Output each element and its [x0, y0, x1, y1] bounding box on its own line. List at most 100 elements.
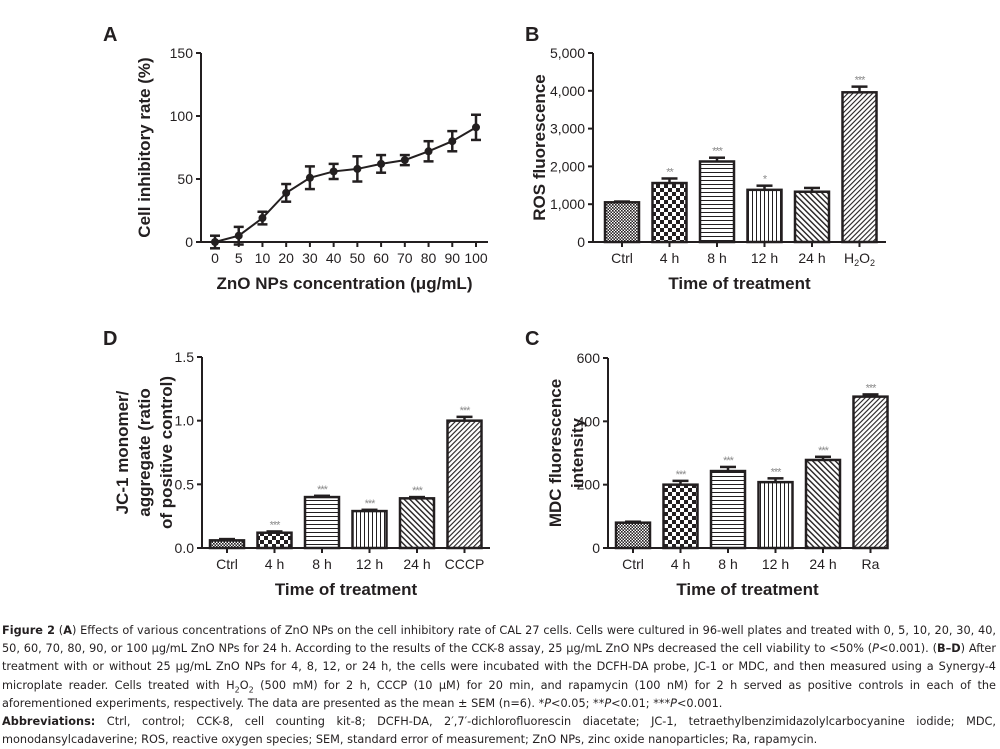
panel-c-bar-chart: 0 200 400 600 Ctrl *** 4 h *** 8 h *** 12 h *** 24 h…	[546, 350, 889, 599]
data-point	[448, 137, 457, 146]
figure-label: Figure 2	[2, 624, 55, 637]
y-tick-label: 50	[177, 171, 193, 187]
data-point	[400, 156, 409, 165]
data-point	[377, 159, 386, 168]
bar	[698, 160, 736, 244]
caption-o: O	[239, 678, 249, 692]
bar	[793, 190, 831, 244]
x-tick-label: 70	[397, 250, 413, 266]
abbreviations-text: Ctrl, control; CCK-8, cell counting kit-…	[2, 715, 996, 747]
bar	[614, 521, 652, 550]
x-axis-title: Time of treatment	[676, 580, 819, 599]
y-tick-label: 0.0	[175, 540, 195, 556]
x-tick-label: 4 h	[265, 556, 284, 572]
data-point	[472, 123, 480, 132]
x-tick-label: 30	[302, 250, 318, 266]
y-tick-label: 0.5	[175, 476, 195, 492]
panel-label-c: C	[525, 328, 539, 350]
data-point	[234, 231, 243, 240]
p-italic: P	[544, 696, 552, 710]
y-tick-label: 200	[577, 477, 601, 493]
subscript-2b: 2	[248, 684, 254, 694]
significance-marker: ***	[712, 146, 724, 158]
x-tick-label: 12 h	[762, 556, 789, 572]
sig3: <0.001.	[676, 696, 723, 710]
x-tick-label: Ctrl	[622, 556, 644, 572]
series-line	[214, 126, 477, 243]
data-point	[258, 214, 267, 223]
bar	[446, 419, 483, 550]
y-axis-title-line: MDC fluorescence	[546, 379, 565, 527]
significance-marker: ***	[317, 484, 329, 496]
x-tick-label: 8 h	[312, 556, 331, 572]
bar	[398, 497, 436, 550]
significance-marker: **	[666, 166, 674, 178]
x-tick-label: 12 h	[356, 556, 383, 572]
panel-d-bar-chart: 0.0 0.5 1.0 1.5 Ctrl *** 4 h *** 8 h *** 12 h *** 24…	[113, 349, 490, 599]
y-axis-title-line: intensity	[568, 418, 587, 488]
panel-b-bar-chart: 0 1,000 2,000 3,000 4,000 5,000 Ctrl ** 4 h *** 8 …	[530, 45, 886, 293]
p-italic: P	[670, 696, 677, 710]
y-tick-label: 1.0	[175, 413, 195, 429]
bar	[852, 395, 889, 550]
bar	[256, 531, 293, 550]
bar	[651, 181, 688, 244]
abbreviations-label: Abbreviations:	[2, 715, 96, 729]
x-axis-title: Time of treatment	[275, 580, 418, 599]
caption-part-a-end: <0.001).	[878, 642, 929, 656]
x-tick-label: 24 h	[809, 556, 836, 572]
x-tick-label: 100	[464, 250, 488, 266]
significance-marker: ***	[365, 498, 377, 510]
data-point	[424, 147, 433, 156]
bar	[746, 188, 783, 244]
data-point	[329, 167, 338, 176]
bar	[709, 469, 747, 550]
y-axis-title-line: of positive control)	[157, 376, 176, 529]
x-tick-label: 5	[235, 250, 243, 266]
y-tick-label: 3,000	[550, 121, 585, 137]
figure-caption: Figure 2 (A) Effects of various concentr…	[2, 622, 996, 749]
abbreviations-paragraph: Abbreviations: Ctrl, control; CCK-8, cel…	[2, 713, 996, 749]
caption-part-a-label: A	[63, 624, 72, 637]
y-tick-label: 0	[592, 540, 600, 556]
x-tick-label: 60	[373, 250, 389, 266]
x-tick-label: 24 h	[798, 250, 825, 266]
x-tick-label: 0	[211, 250, 219, 266]
bar	[804, 458, 842, 550]
bar	[757, 480, 794, 550]
significance-marker: ***	[771, 466, 783, 478]
bar	[303, 495, 341, 550]
significance-marker: ***	[723, 455, 735, 467]
x-tick-label: 80	[421, 250, 437, 266]
bar	[351, 509, 388, 550]
x-tick-label: CCCP	[445, 556, 485, 572]
y-tick-label: 400	[577, 413, 601, 429]
y-tick-label: 4,000	[550, 83, 585, 99]
data-point	[305, 173, 314, 182]
significance-marker: ***	[818, 445, 830, 457]
panel-label-a: A	[103, 24, 117, 46]
bar	[208, 539, 246, 550]
p-italic: P	[604, 696, 612, 710]
x-tick-label: 4 h	[660, 250, 679, 266]
y-tick-label: 5,000	[550, 45, 585, 61]
bar	[662, 483, 699, 550]
y-axis-title: ROS fluorescence	[530, 74, 549, 220]
y-axis-title-line: aggregate (ratio	[135, 388, 154, 516]
x-tick-label: 24 h	[403, 556, 430, 572]
x-tick-label: 12 h	[751, 250, 778, 266]
subscript-2: 2	[234, 684, 240, 694]
bar	[603, 201, 641, 244]
caption-part-bd-text2: (500 mM) for 2 h, CCCP (10 μM) for 20 mi…	[2, 678, 996, 710]
y-tick-label: 150	[170, 45, 194, 61]
significance-marker: ***	[866, 382, 878, 394]
caption-paragraph: Figure 2 (A) Effects of various concentr…	[2, 624, 997, 710]
x-tick-label: 4 h	[671, 556, 690, 572]
x-axis-title: Time of treatment	[668, 274, 811, 293]
x-tick-label: Ctrl	[216, 556, 238, 572]
caption-part-bd-label: B–D	[937, 642, 961, 656]
x-tick-label: Ra	[862, 556, 880, 572]
sig1: <0.05; **	[551, 696, 605, 710]
significance-marker: ***	[676, 469, 688, 481]
